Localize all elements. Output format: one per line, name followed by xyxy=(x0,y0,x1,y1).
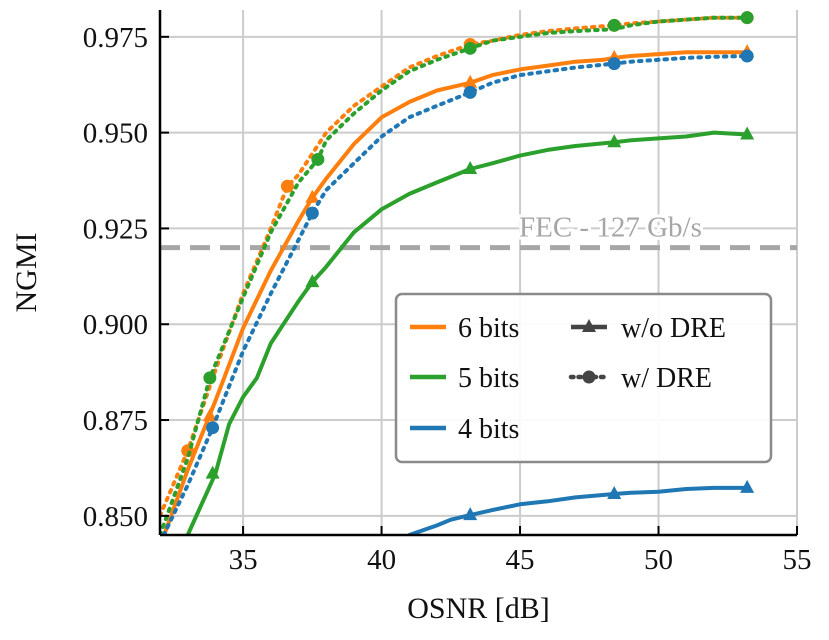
legend: 6 bits 5 bits 4 bits w/o DRE w/ DRE xyxy=(394,292,773,464)
series-layer xyxy=(160,11,755,535)
data-point xyxy=(463,74,478,88)
y-axis-label: NGMI xyxy=(10,233,43,313)
data-point xyxy=(463,41,477,55)
series-line xyxy=(407,485,750,535)
series-line xyxy=(160,15,750,535)
data-point xyxy=(206,421,220,435)
fec-threshold: FEC - 127 Gb/s xyxy=(160,209,797,251)
y-tick-label: 0.975 xyxy=(83,22,148,54)
series-line xyxy=(160,15,750,518)
legend-label-w-dre: w/ DRE xyxy=(621,363,712,394)
y-tick-label: 0.875 xyxy=(83,405,148,437)
data-point xyxy=(463,507,478,521)
y-tick-label: 0.925 xyxy=(83,213,148,245)
y-tick-label: 0.850 xyxy=(83,501,148,533)
data-point xyxy=(305,189,320,203)
legend-marker-circle xyxy=(582,370,596,384)
legend-label-w-o-dre: w/o DRE xyxy=(621,313,726,344)
data-point xyxy=(607,57,621,71)
series-5-bits-w-dre xyxy=(160,11,754,535)
legend-style-w-o-dre xyxy=(571,319,607,332)
x-tick-label: 50 xyxy=(644,544,673,576)
data-point xyxy=(740,49,754,63)
legend-marker-triangle xyxy=(582,319,596,332)
data-point xyxy=(463,161,478,175)
data-point xyxy=(305,206,319,220)
data-point xyxy=(740,11,754,25)
data-point xyxy=(305,274,320,288)
x-tick-label: 40 xyxy=(367,544,396,576)
data-point xyxy=(607,485,622,499)
data-point xyxy=(740,126,755,140)
data-point xyxy=(463,85,477,99)
y-tick-label: 0.950 xyxy=(83,118,148,150)
tick-labels: 35 40 45 50 55 0.850 0.875 0.900 0.925 0.950 0.975 xyxy=(83,22,812,576)
series-line xyxy=(185,130,750,535)
data-point xyxy=(202,408,217,422)
x-tick-label: 45 xyxy=(506,544,535,576)
data-point xyxy=(203,371,217,385)
series-4-bits-w-o-dre xyxy=(407,479,755,535)
data-point xyxy=(740,479,755,493)
series-line xyxy=(162,50,750,535)
series-line xyxy=(161,54,750,535)
x-axis-label: OSNR [dB] xyxy=(407,592,550,625)
x-tick-label: 55 xyxy=(783,544,812,576)
legend-style-w-dre xyxy=(568,370,610,384)
grid-lines xyxy=(160,10,798,535)
axes xyxy=(158,10,798,537)
legend-label-4-bits: 4 bits xyxy=(458,414,519,445)
x-tick-label: 35 xyxy=(229,544,258,576)
data-point xyxy=(280,179,294,193)
axis-labels: OSNR [dB] NGMI xyxy=(10,233,550,626)
data-point xyxy=(607,134,622,148)
data-point xyxy=(607,18,621,32)
series-4-bits-w-dre xyxy=(161,49,754,535)
y-tick-label: 0.900 xyxy=(83,309,148,341)
legend-label-6-bits: 6 bits xyxy=(458,313,519,344)
series-5-bits-w-o-dre xyxy=(185,126,755,535)
legend-label-5-bits: 5 bits xyxy=(458,363,519,394)
data-point xyxy=(205,465,220,479)
fec-threshold-label: FEC - 127 Gb/s xyxy=(519,212,702,244)
data-point xyxy=(311,152,325,166)
